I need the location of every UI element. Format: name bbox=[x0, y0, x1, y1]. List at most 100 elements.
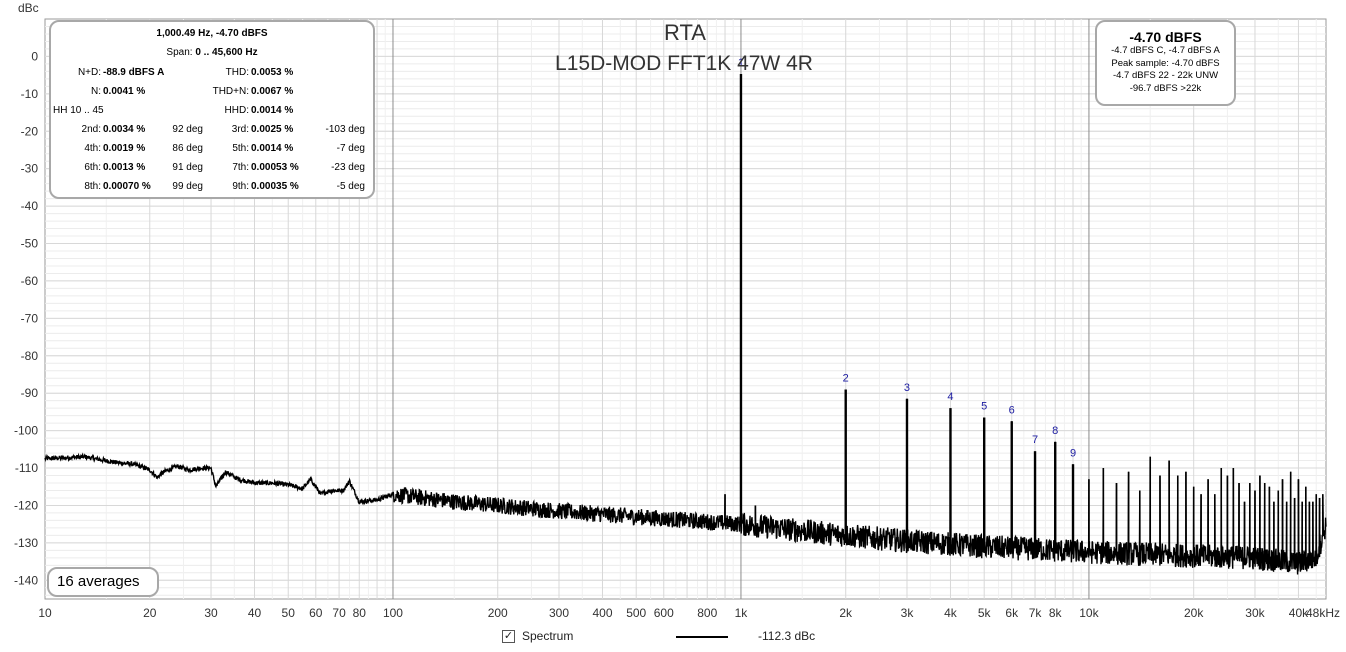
level-line-2: Peak sample: -4.70 dBFS bbox=[1111, 57, 1220, 69]
x-tick-label: 10k bbox=[1079, 606, 1099, 620]
spectrum-line bbox=[44, 73, 1327, 575]
stat-phase: -7 deg bbox=[336, 143, 365, 154]
y-tick-label: -20 bbox=[21, 124, 39, 138]
y-tick-label: -100 bbox=[14, 424, 38, 438]
y-tick-label: -50 bbox=[21, 237, 39, 251]
harmonic-label-2: 2 bbox=[843, 372, 849, 384]
stat-phase: -5 deg bbox=[336, 181, 365, 192]
x-tick-label: 500 bbox=[626, 606, 646, 620]
harmonic-label-5: 5 bbox=[981, 401, 987, 413]
stat-value: 0.00070 % bbox=[103, 181, 151, 192]
stat-value: 0.0013 % bbox=[103, 162, 146, 173]
stat-label: 8th: bbox=[84, 181, 101, 192]
stat-label: THD: bbox=[225, 67, 249, 78]
y-tick-label: -120 bbox=[14, 498, 38, 512]
x-tick-label: 200 bbox=[488, 606, 508, 620]
stat-value: 0.0014 % bbox=[251, 143, 294, 154]
harmonic-label-8: 8 bbox=[1052, 425, 1058, 437]
stat-value: -88.9 dBFS A bbox=[103, 67, 165, 78]
stat-value: 0.0041 % bbox=[103, 86, 146, 97]
stat-phase: 92 deg bbox=[172, 124, 203, 135]
y-tick-label: -40 bbox=[21, 199, 39, 213]
stat-phase: 99 deg bbox=[172, 181, 203, 192]
chart-subtitle: L15D-MOD FFT1K 47W 4R bbox=[555, 52, 813, 75]
y-tick-label: -90 bbox=[21, 386, 39, 400]
stat-phase: -103 deg bbox=[325, 124, 365, 135]
x-axis-unit-label: 48kHz bbox=[1306, 606, 1340, 620]
x-tick-label: 300 bbox=[549, 606, 569, 620]
x-tick-label: 5k bbox=[978, 606, 992, 620]
stat-value: 0.0053 % bbox=[251, 67, 294, 78]
x-tick-label: 20k bbox=[1184, 606, 1204, 620]
span-readout: Span: 0 .. 45,600 Hz bbox=[51, 47, 373, 58]
stat-label: 4th: bbox=[84, 143, 101, 154]
span-label: Span: bbox=[166, 47, 193, 58]
stat-value: 0.0067 % bbox=[251, 86, 294, 97]
fundamental-readout: 1,000.49 Hz, -4.70 dBFS bbox=[156, 28, 268, 39]
stat-label: HHD: bbox=[224, 105, 249, 116]
stat-label: 9th: bbox=[232, 181, 249, 192]
y-tick-label: -110 bbox=[15, 461, 38, 475]
x-tick-label: 40k bbox=[1289, 606, 1309, 620]
x-tick-label: 400 bbox=[592, 606, 612, 620]
y-tick-label: -80 bbox=[21, 349, 39, 363]
y-tick-label: -60 bbox=[21, 274, 39, 288]
y-tick-label: -140 bbox=[14, 573, 38, 587]
x-tick-label: 40 bbox=[248, 606, 262, 620]
x-tick-label: 50 bbox=[282, 606, 296, 620]
stat-label: 3rd: bbox=[231, 124, 249, 135]
harmonic-label-3: 3 bbox=[904, 382, 910, 394]
span-value: 0 .. 45,600 Hz bbox=[195, 47, 258, 58]
x-tick-label: 60 bbox=[309, 606, 323, 620]
y-tick-label: -30 bbox=[21, 162, 39, 176]
stat-value: 0.0025 % bbox=[251, 124, 294, 135]
level-line-3: -4.7 dBFS 22 - 22k UNW bbox=[1112, 70, 1219, 81]
y-axis-title: dBc bbox=[18, 1, 39, 15]
harmonic-label-7: 7 bbox=[1032, 434, 1038, 446]
distortion-stats-panel: 1,000.49 Hz, -4.70 dBFS Span: 0 .. 45,60… bbox=[49, 20, 375, 199]
level-line-1: -4.7 dBFS C, -4.7 dBFS A bbox=[1111, 45, 1220, 56]
y-tick-label: 0 bbox=[31, 49, 38, 63]
x-tick-label: 8k bbox=[1049, 606, 1063, 620]
stat-label: 5th: bbox=[232, 143, 249, 154]
x-tick-label: 30k bbox=[1245, 606, 1265, 620]
x-tick-label: 3k bbox=[901, 606, 915, 620]
axis-labels: 0 -10 -20 -30 -40 -50 -60 -70 -80 -90 -100 -110 -120… bbox=[14, 49, 1309, 620]
stat-phase: -23 deg bbox=[331, 162, 365, 173]
spectrum-visibility-checkbox[interactable]: ✓ bbox=[502, 630, 515, 643]
x-tick-label: 100 bbox=[383, 606, 403, 620]
y-tick-label: -130 bbox=[14, 536, 38, 550]
stat-phase: 86 deg bbox=[172, 143, 203, 154]
stat-label: THD+N: bbox=[212, 86, 249, 97]
level-readout-panel: -4.70 dBFS -4.7 dBFS C, -4.7 dBFS A Peak… bbox=[1095, 20, 1236, 106]
stat-label: 6th: bbox=[84, 162, 101, 173]
stat-value: 0.0014 % bbox=[251, 105, 294, 116]
stat-label: HH 10 .. 45 bbox=[53, 105, 104, 116]
harmonic-peaks: 1 2 3 4 5 6 7 89 bbox=[724, 57, 1324, 564]
x-tick-label: 10 bbox=[38, 606, 52, 620]
stat-value: 0.0019 % bbox=[103, 143, 146, 154]
stat-value: 0.00053 % bbox=[251, 162, 299, 173]
legend-label-spectrum: Spectrum bbox=[522, 629, 574, 643]
x-tick-label: 70 bbox=[332, 606, 346, 620]
harmonic-label-6: 6 bbox=[1009, 404, 1015, 416]
level-line-4: -96.7 dBFS >22k bbox=[1129, 82, 1202, 94]
stat-phase: 91 deg bbox=[172, 162, 203, 173]
x-tick-label: 7k bbox=[1029, 606, 1043, 620]
harmonic-label-4: 4 bbox=[947, 391, 953, 403]
y-tick-label: -10 bbox=[21, 87, 39, 101]
x-tick-label: 20 bbox=[143, 606, 157, 620]
stat-label: 2nd: bbox=[81, 124, 101, 135]
x-tick-label: 6k bbox=[1005, 606, 1019, 620]
x-tick-label: 1k bbox=[735, 606, 749, 620]
x-tick-label: 800 bbox=[697, 606, 717, 620]
x-tick-label: 2k bbox=[839, 606, 853, 620]
harmonic-label-9: 9 bbox=[1070, 447, 1076, 459]
averages-badge: 16 averages bbox=[47, 567, 159, 597]
harmonic-label-1: 1 bbox=[738, 57, 744, 69]
stat-label: 7th: bbox=[232, 162, 249, 173]
legend-value: -112.3 dBc bbox=[758, 629, 816, 643]
stat-value: 0.00035 % bbox=[251, 181, 299, 192]
stat-value: 0.0034 % bbox=[103, 124, 146, 135]
